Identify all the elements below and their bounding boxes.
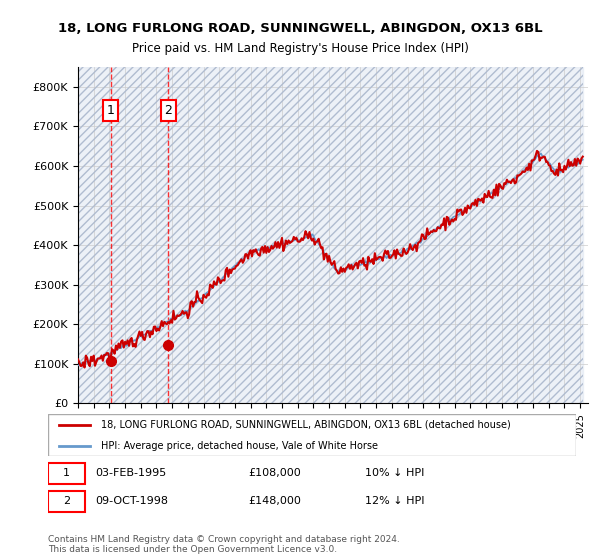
Text: 18, LONG FURLONG ROAD, SUNNINGWELL, ABINGDON, OX13 6BL: 18, LONG FURLONG ROAD, SUNNINGWELL, ABIN… — [58, 22, 542, 35]
Text: £148,000: £148,000 — [248, 496, 302, 506]
Text: 2: 2 — [164, 104, 172, 117]
Text: 1: 1 — [63, 468, 70, 478]
Text: £108,000: £108,000 — [248, 468, 301, 478]
Text: 1: 1 — [107, 104, 115, 117]
Text: HPI: Average price, detached house, Vale of White Horse: HPI: Average price, detached house, Vale… — [101, 441, 378, 451]
Text: 18, LONG FURLONG ROAD, SUNNINGWELL, ABINGDON, OX13 6BL (detached house): 18, LONG FURLONG ROAD, SUNNINGWELL, ABIN… — [101, 420, 511, 430]
Text: Price paid vs. HM Land Registry's House Price Index (HPI): Price paid vs. HM Land Registry's House … — [131, 42, 469, 55]
Text: 2: 2 — [63, 496, 70, 506]
FancyBboxPatch shape — [48, 491, 85, 512]
Text: Contains HM Land Registry data © Crown copyright and database right 2024.
This d: Contains HM Land Registry data © Crown c… — [48, 535, 400, 554]
Text: 12% ↓ HPI: 12% ↓ HPI — [365, 496, 424, 506]
FancyBboxPatch shape — [48, 463, 85, 484]
Text: 10% ↓ HPI: 10% ↓ HPI — [365, 468, 424, 478]
Text: 03-FEB-1995: 03-FEB-1995 — [95, 468, 167, 478]
Text: 09-OCT-1998: 09-OCT-1998 — [95, 496, 169, 506]
